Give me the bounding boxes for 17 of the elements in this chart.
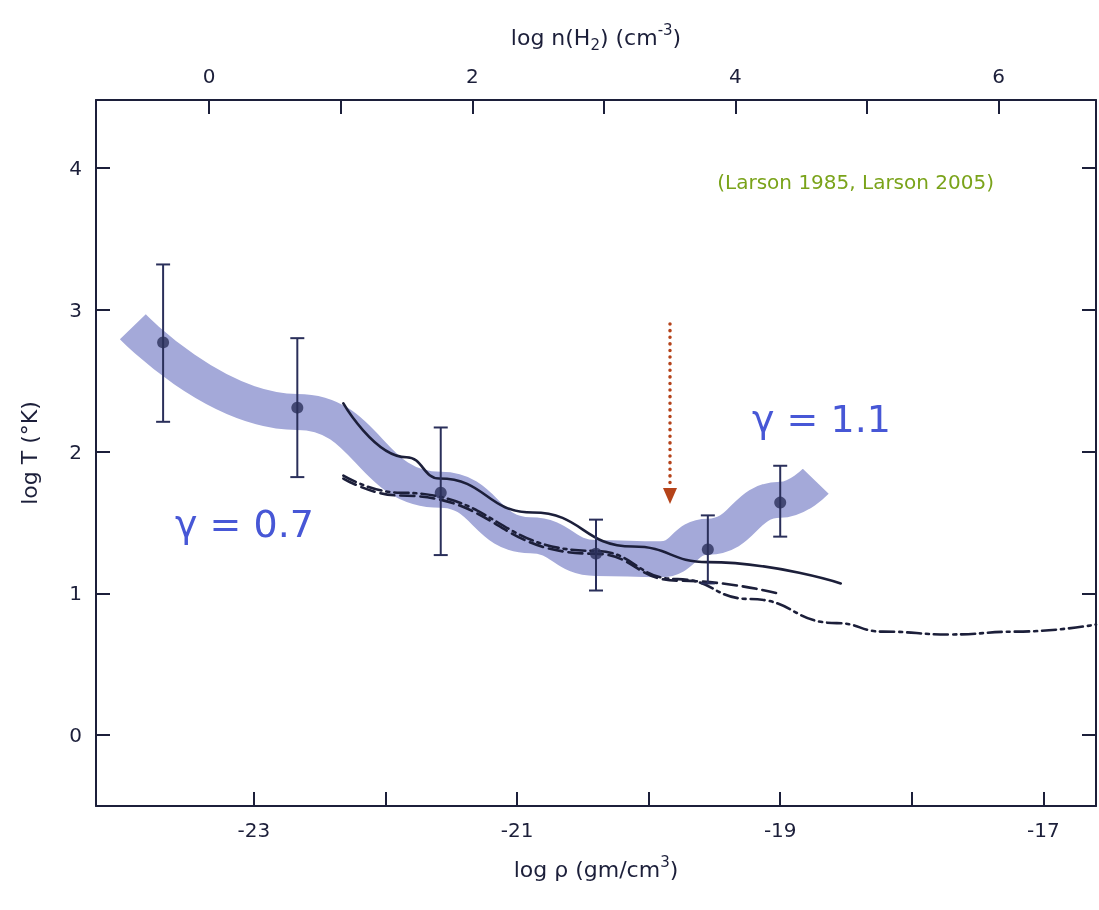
y-tick-label: 4 xyxy=(69,156,82,181)
x2-tick-label: 6 xyxy=(992,64,1005,88)
x-tick-label: -21 xyxy=(500,818,534,842)
x-tick-label: -19 xyxy=(763,818,797,842)
y-tick-label: 0 xyxy=(69,723,82,748)
x2-tick-label: 0 xyxy=(202,64,216,88)
y-tick-label: 3 xyxy=(69,297,82,322)
y-tick-label: 2 xyxy=(69,439,82,464)
y-tick-label: 1 xyxy=(69,581,82,606)
x2-tick-label: 4 xyxy=(729,64,742,88)
x2-tick-label: 2 xyxy=(465,64,479,88)
annotation: γ = 1.1 xyxy=(752,397,891,441)
x-tick-label: -17 xyxy=(1027,818,1060,842)
x-tick-label: -23 xyxy=(237,818,271,842)
annotation: (Larson 1985, Larson 2005) xyxy=(717,170,995,194)
y-axis-title: log T (°K) xyxy=(16,401,42,505)
annotation: γ = 0.7 xyxy=(175,502,314,546)
